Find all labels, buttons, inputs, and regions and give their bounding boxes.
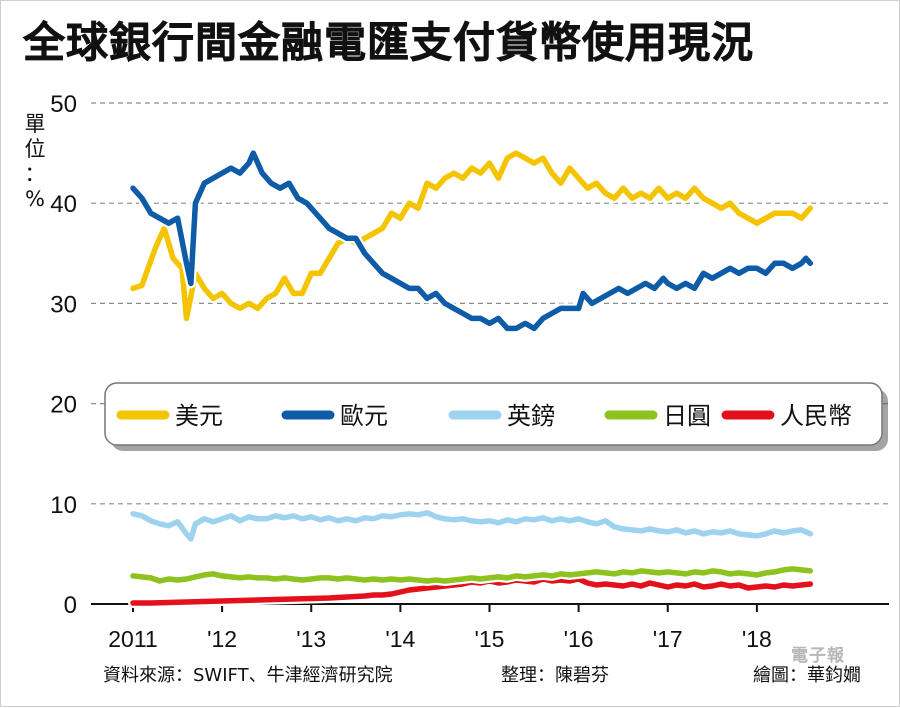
watermark-logo: 電子報 bbox=[791, 646, 845, 666]
x-tick-label: '17 bbox=[653, 626, 683, 652]
series-line-eur bbox=[130, 150, 814, 332]
x-tick-label: '15 bbox=[475, 626, 505, 652]
x-tick-label: '14 bbox=[385, 626, 415, 652]
series-line-usd bbox=[130, 150, 814, 322]
series-lines bbox=[128, 148, 816, 608]
x-tick-label: 2011 bbox=[108, 626, 157, 652]
x-tick-label: '18 bbox=[742, 626, 772, 652]
legend-label-gbp: 英鎊 bbox=[507, 402, 555, 430]
y-tick-label: 30 bbox=[50, 291, 77, 318]
y-axis-unit-char: % bbox=[25, 187, 45, 211]
x-tick-label: '13 bbox=[296, 626, 326, 652]
illustrator-note: 繪圖：華鈞嫺 bbox=[753, 665, 861, 686]
legend: 美元 歐元 英鎊 日圓 人民幣 bbox=[104, 382, 888, 451]
y-tick-label: 50 bbox=[50, 91, 77, 118]
legend-label-usd: 美元 bbox=[175, 402, 223, 430]
series-line-jpy bbox=[130, 566, 814, 584]
series-line-gbp bbox=[130, 510, 814, 542]
y-axis-ticks: 0 10 20 30 40 50 bbox=[50, 91, 77, 619]
compiler-note: 整理：陳碧芬 bbox=[501, 665, 609, 686]
x-tick-label: '12 bbox=[207, 626, 237, 652]
y-tick-label: 10 bbox=[50, 492, 77, 519]
legend-label-eur: 歐元 bbox=[340, 402, 388, 430]
source-note: 資料來源：SWIFT、牛津經濟研究院 bbox=[103, 665, 393, 686]
x-axis: 2011 '12 '13 '14 '15 '16 '17 '18 bbox=[91, 603, 889, 652]
x-tick-label: '16 bbox=[564, 626, 594, 652]
y-axis-unit-char: 單 bbox=[25, 112, 46, 136]
y-axis-label: 單位：% bbox=[25, 112, 46, 211]
page-title: 全球銀行間金融電匯支付貨幣使用現況 bbox=[23, 18, 755, 68]
legend-label-cny: 人民幣 bbox=[780, 402, 852, 430]
y-tick-label: 40 bbox=[50, 191, 77, 218]
series-halo-usd bbox=[128, 148, 816, 324]
y-axis-unit-char: 位 bbox=[25, 137, 46, 161]
y-tick-label: 0 bbox=[64, 592, 77, 619]
legend-label-jpy: 日圓 bbox=[663, 402, 711, 430]
y-tick-label: 20 bbox=[50, 392, 77, 419]
y-axis-unit-char: ： bbox=[25, 162, 46, 186]
